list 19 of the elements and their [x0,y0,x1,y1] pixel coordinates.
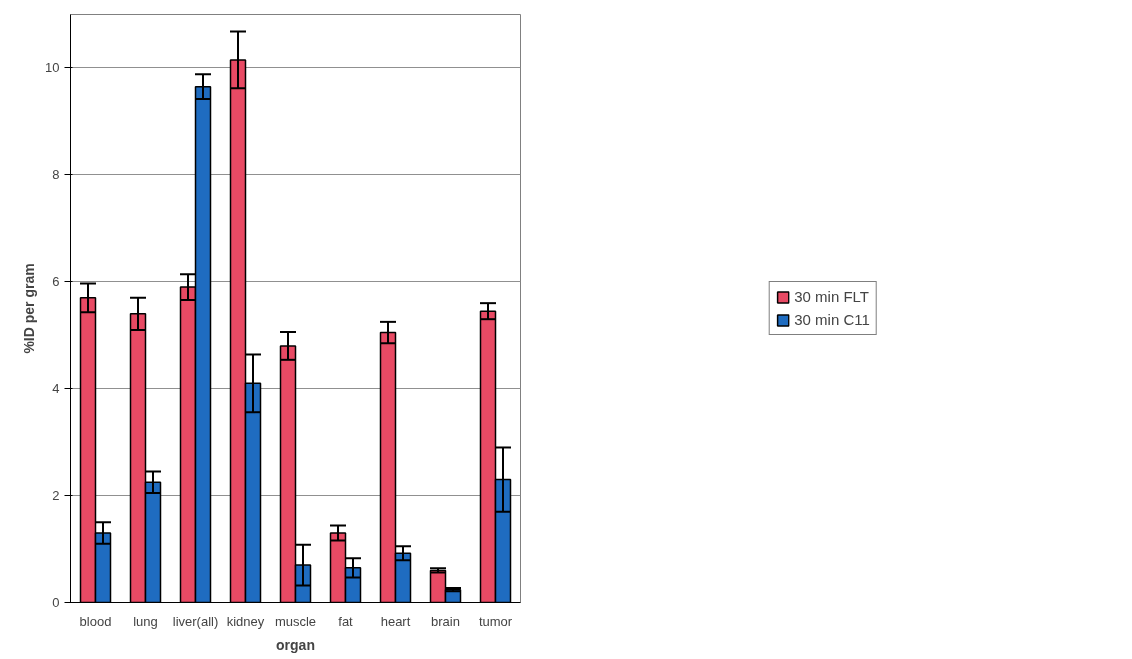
x-tick-label: liver(all) [172,613,219,629]
x-tick-label: muscle [274,613,317,629]
y-tick-label: 8 [52,167,60,183]
x-axis-title: organ [276,636,315,653]
y-tick-label: 6 [52,274,60,290]
x-tick-label: kidney [226,613,265,629]
legend-label: 30 min C11 [794,311,870,328]
x-tick-label: lung [133,613,158,629]
y-tick-label: 0 [52,595,60,610]
x-tick-label: fat [338,613,354,629]
y-tick-label: 2 [52,488,60,504]
x-tick-label: blood [79,613,112,629]
x-tick-label: tumor [478,613,513,629]
y-axis-title: %ID per gram [21,263,38,354]
legend-label: 30 min FLT [794,288,869,305]
y-tick-label: 10 [45,60,60,76]
x-tick-label: brain [431,613,460,629]
y-tick-label: 4 [52,381,60,397]
x-tick-label: heart [380,613,411,629]
